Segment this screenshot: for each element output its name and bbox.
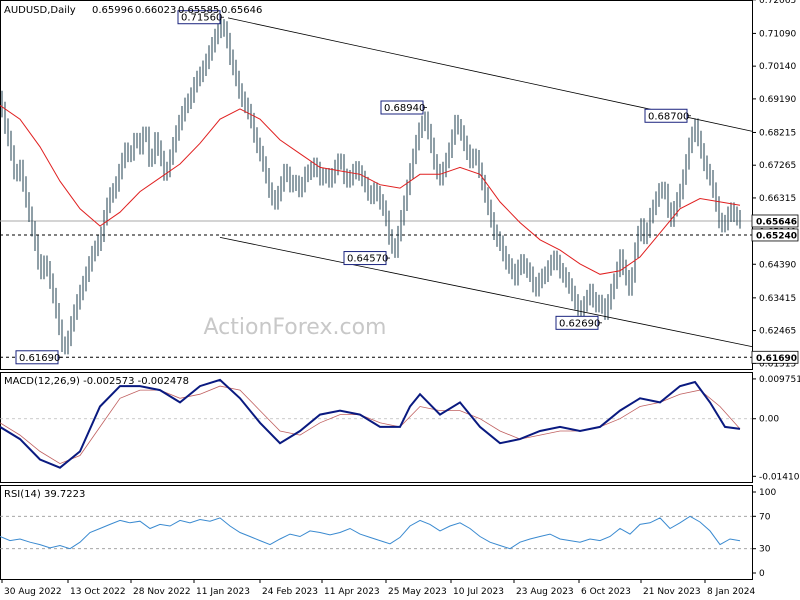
price-annotation: 0.61690 bbox=[19, 353, 60, 364]
price-tick-label: 0.71090 bbox=[759, 29, 796, 39]
macd-tick-label: 0.00 bbox=[759, 415, 779, 425]
price-axis: 0.72065 0.71090 0.70140 0.69190 0.68215 0.672… bbox=[751, 0, 799, 369]
macd-panel: MACD(12,26,9) -0.002573 -0.002478 bbox=[0, 372, 753, 483]
macd-label: MACD(12,26,9) -0.002573 -0.002478 bbox=[4, 376, 189, 387]
price-annotation-box bbox=[177, 10, 221, 25]
rsi-tick-label: 70 bbox=[759, 512, 771, 522]
time-tick-label: 23 Aug 2023 bbox=[516, 587, 574, 597]
price-level-box bbox=[751, 228, 799, 242]
price-level-box bbox=[751, 214, 799, 228]
time-tick-label: 24 Feb 2023 bbox=[262, 587, 318, 597]
header-symbol: AUDUSD,Daily bbox=[4, 5, 76, 16]
price-annotation: 0.64570 bbox=[347, 254, 388, 265]
price-tick-label: 0.68215 bbox=[759, 128, 796, 138]
header-low: 0.65585 bbox=[178, 5, 219, 16]
price-tick-label: 0.72065 bbox=[759, 0, 796, 6]
moving-average-line bbox=[0, 104, 741, 275]
time-tick-label: 21 Nov 2023 bbox=[643, 587, 701, 597]
price-tick-label: 0.63415 bbox=[759, 294, 796, 304]
time-tick-label: 28 Nov 2022 bbox=[133, 587, 191, 597]
time-tick-label: 25 May 2023 bbox=[388, 587, 447, 597]
macd-tick-label: 0.009751 bbox=[759, 375, 800, 385]
price-tick-label: 0.62465 bbox=[759, 327, 796, 337]
price-annotation-box bbox=[555, 315, 599, 330]
time-tick-label: 11 Apr 2023 bbox=[324, 587, 380, 597]
price-annotation-box bbox=[380, 100, 424, 115]
price-annotation: 0.68940 bbox=[384, 103, 425, 114]
price-tick-label: 0.66315 bbox=[759, 194, 796, 204]
watermark: ActionForex.com bbox=[204, 315, 387, 340]
price-annotation-box bbox=[343, 251, 387, 266]
rsi-line bbox=[0, 515, 741, 550]
time-tick-label: 11 Jan 2023 bbox=[196, 587, 250, 597]
price-annotation: 0.62690 bbox=[559, 318, 600, 329]
rsi-axis: 100 70 30 0 bbox=[752, 488, 776, 579]
time-tick-label: 6 Oct 2023 bbox=[581, 587, 631, 597]
price-tick-label: 0.69190 bbox=[759, 95, 796, 105]
main-price-panel: ActionForex.com 0.71560 0.68940 0.68700 0.6… bbox=[0, 0, 753, 370]
price-annotation: 0.68700 bbox=[648, 111, 689, 122]
rsi-label: RSI(14) 39.7223 bbox=[4, 489, 85, 500]
price-annotation-box bbox=[15, 350, 59, 365]
rsi-tick-label: 30 bbox=[759, 545, 771, 555]
price-annotation: 0.71560 bbox=[181, 13, 222, 24]
price-level-label: 0.65646 bbox=[756, 217, 797, 227]
rsi-tick-label: 100 bbox=[759, 488, 776, 498]
macd-axis: 0.009751 0.00 -0.014107 bbox=[752, 375, 800, 482]
price-tick-label: 0.67265 bbox=[759, 161, 796, 171]
time-axis: 30 Aug 2022 13 Oct 2022 28 Nov 2022 11 Jan … bbox=[1, 579, 755, 597]
header-high: 0.66023 bbox=[135, 5, 176, 16]
time-tick-label: 8 Jan 2024 bbox=[707, 587, 755, 597]
header-open: 0.65996 bbox=[92, 5, 133, 16]
price-level-box bbox=[751, 350, 799, 364]
price-annotation-box bbox=[644, 108, 688, 123]
price-tick-label: 0.64390 bbox=[759, 260, 796, 270]
macd-signal-line bbox=[0, 385, 741, 465]
price-tick-label: 0.70140 bbox=[759, 62, 796, 72]
time-tick-label: 30 Aug 2022 bbox=[4, 587, 62, 597]
price-tick-label: 0.61515 bbox=[759, 359, 796, 369]
channel-lower-line bbox=[219, 236, 753, 347]
rsi-panel: RSI(14) 39.7223 bbox=[0, 485, 753, 580]
price-level-label: 0.61690 bbox=[756, 354, 797, 364]
macd-main-line bbox=[0, 378, 741, 469]
macd-tick-label: -0.014107 bbox=[759, 472, 800, 482]
rsi-tick-label: 0 bbox=[759, 569, 765, 579]
price-level-label: 0.65240 bbox=[756, 231, 797, 241]
time-tick-label: 10 Jul 2023 bbox=[453, 587, 504, 597]
time-tick-label: 13 Oct 2022 bbox=[70, 587, 126, 597]
header-close: 0.65646 bbox=[221, 5, 262, 16]
